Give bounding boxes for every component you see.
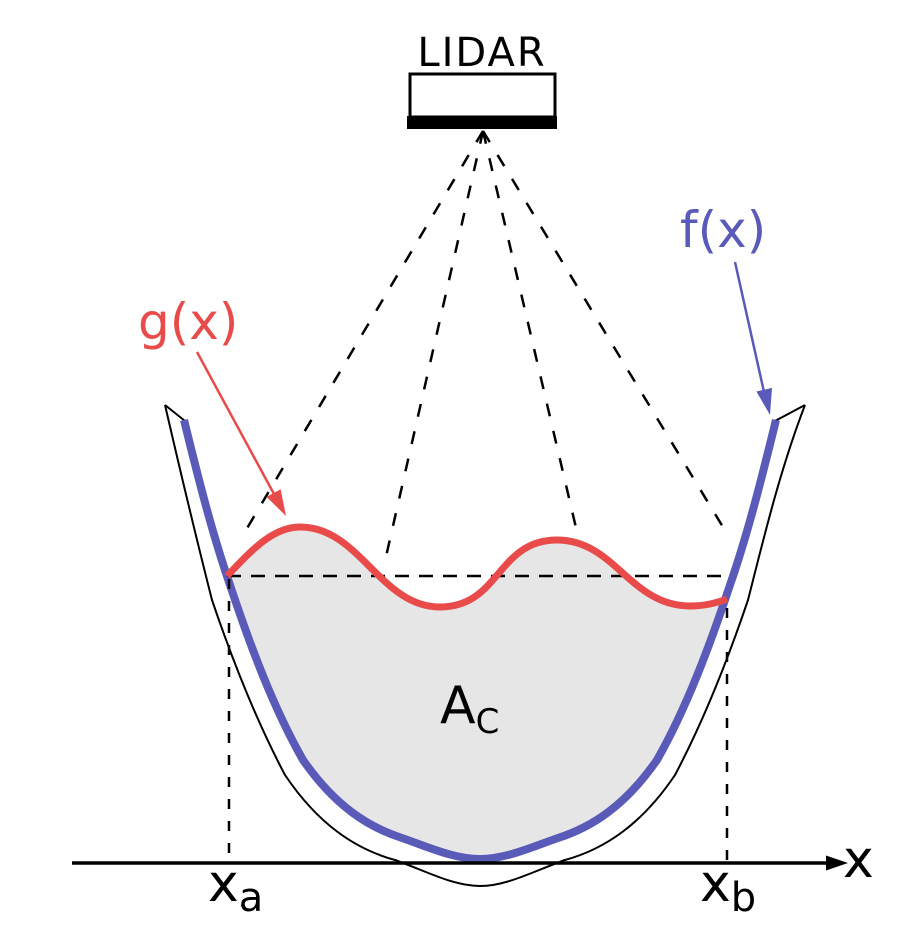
x-axis: x xa xb	[72, 830, 874, 921]
fx-arrow-line	[733, 261, 766, 393]
scan-ray-4	[481, 130, 731, 538]
wall-rim-left	[164, 404, 186, 422]
lidar-label: LIDAR	[417, 30, 546, 76]
fx-label: f(x)	[680, 201, 766, 259]
inner-wall-curve-fx	[180, 419, 780, 864]
lidar-sensor-body	[408, 72, 557, 119]
fill-region-area	[227, 527, 730, 859]
xb-tick-label: xb	[700, 854, 756, 921]
gx-arrowhead	[266, 489, 286, 516]
surface-curve-gx	[224, 523, 729, 611]
x-axis-arrowhead	[826, 855, 848, 871]
fx-arrowhead	[756, 387, 772, 415]
gx-label: g(x)	[138, 293, 238, 351]
scan-ray-1	[244, 130, 485, 531]
gx-arrow-line	[195, 351, 276, 495]
lidar-sensor: LIDAR	[407, 30, 557, 129]
lidar-scan-rays	[244, 130, 731, 562]
wall-annotation: f(x)	[680, 201, 772, 415]
wall-rim-right	[774, 404, 806, 422]
scan-ray-2	[383, 130, 485, 562]
scan-ray-3	[481, 130, 579, 533]
lidar-sensor-emitter-bar	[407, 116, 557, 129]
xa-tick-label: xa	[208, 854, 263, 921]
x-axis-label: x	[843, 830, 874, 890]
surface-annotation: g(x)	[138, 293, 286, 516]
area-label: AC	[440, 676, 499, 742]
outer-wall-curve	[164, 404, 806, 888]
